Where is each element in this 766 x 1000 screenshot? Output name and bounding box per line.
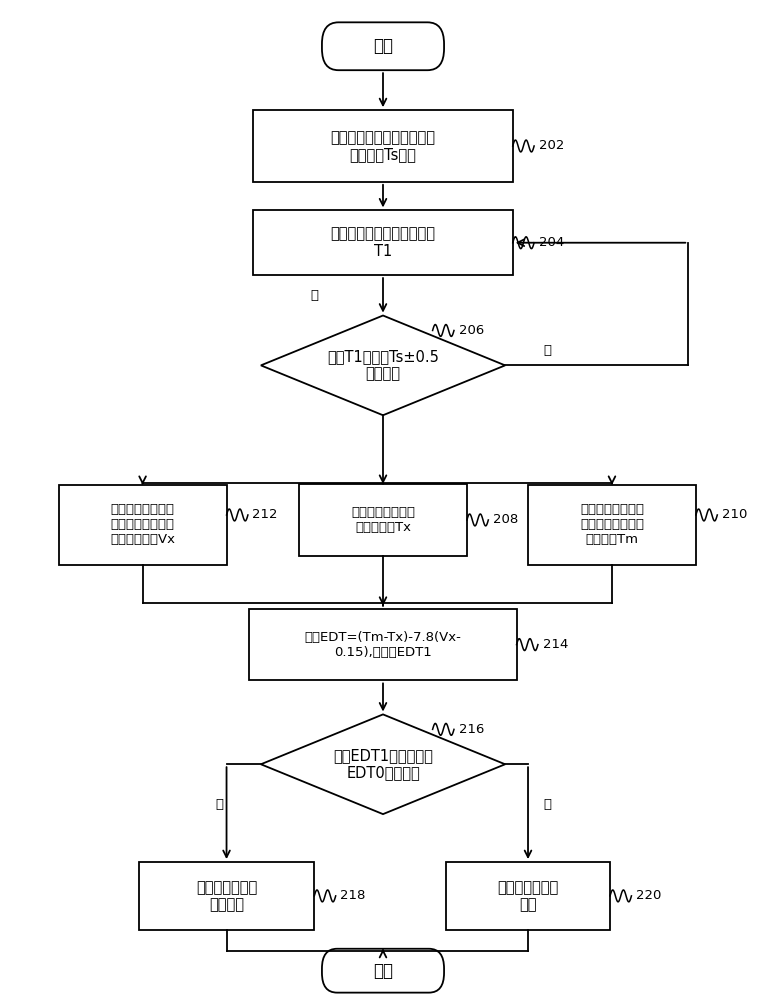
Text: 判断EDT1是否在预设
EDT0范围内？: 判断EDT1是否在预设 EDT0范围内？ (333, 748, 433, 780)
Polygon shape (261, 316, 505, 415)
Text: 检测室内风机转速
和送风方式，计算
当前平均风速Vx: 检测室内风机转速 和送风方式，计算 当前平均风速Vx (110, 503, 175, 546)
Text: 室温温度传感器检测到室温
T1: 室温温度传感器检测到室温 T1 (330, 227, 436, 259)
Bar (250, 609, 516, 680)
Text: 212: 212 (253, 508, 278, 521)
Bar (139, 862, 314, 930)
Text: 是: 是 (215, 798, 223, 811)
Text: 否: 否 (543, 798, 551, 811)
Bar (299, 484, 467, 556)
Text: 218: 218 (340, 889, 365, 902)
Text: 216: 216 (459, 723, 484, 736)
Text: 206: 206 (459, 324, 484, 337)
Text: 通过扫描局域环境
空气温度，计算出
平均温度Tm: 通过扫描局域环境 空气温度，计算出 平均温度Tm (580, 503, 644, 546)
Text: 判断T1是否在Ts±0.5
范围内？: 判断T1是否在Ts±0.5 范围内？ (327, 349, 439, 382)
FancyBboxPatch shape (322, 22, 444, 70)
FancyBboxPatch shape (322, 949, 444, 993)
Bar (254, 210, 512, 275)
Text: 空调器开机后，空调器按照
设定温度Ts运行: 空调器开机后，空调器按照 设定温度Ts运行 (330, 130, 436, 162)
Text: 是: 是 (310, 289, 319, 302)
Text: 220: 220 (636, 889, 661, 902)
Text: 208: 208 (493, 513, 518, 526)
Text: 改变空调器运行
方式: 改变空调器运行 方式 (497, 880, 558, 912)
Text: 根据EDT=(Tm-Tx)-7.8(Vx-
0.15),计算出EDT1: 根据EDT=(Tm-Tx)-7.8(Vx- 0.15),计算出EDT1 (305, 631, 461, 659)
Text: 202: 202 (538, 139, 564, 152)
Text: 开始: 开始 (373, 37, 393, 55)
Text: 红外温度传感器检
测当前温度Tx: 红外温度传感器检 测当前温度Tx (351, 506, 415, 534)
Bar (59, 485, 227, 565)
Bar (254, 110, 512, 182)
Text: 维持空调器运行
方式不变: 维持空调器运行 方式不变 (196, 880, 257, 912)
Polygon shape (261, 714, 505, 814)
Text: 214: 214 (542, 638, 568, 651)
Text: 204: 204 (538, 236, 564, 249)
Text: 210: 210 (722, 508, 748, 521)
Text: 否: 否 (543, 344, 551, 357)
Text: 结束: 结束 (373, 962, 393, 980)
Bar (528, 485, 696, 565)
Bar (446, 862, 610, 930)
